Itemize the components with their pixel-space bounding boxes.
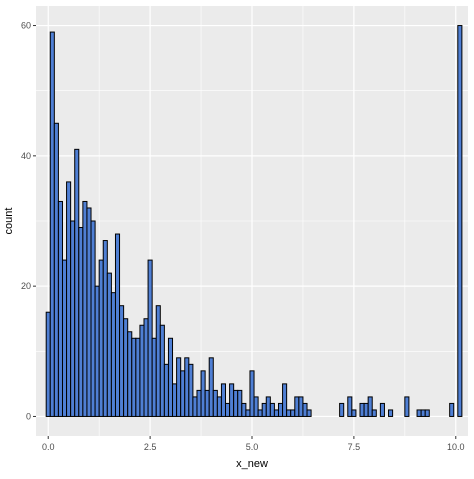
histogram-bar <box>74 148 80 417</box>
histogram-bar <box>151 337 157 417</box>
histogram-bar <box>269 402 275 417</box>
histogram-bar <box>302 402 308 417</box>
histogram-bar <box>420 409 426 417</box>
histogram-bar <box>98 259 104 417</box>
histogram-bars <box>45 25 463 417</box>
histogram-bar <box>294 396 300 417</box>
histogram-bar <box>57 200 63 417</box>
histogram-bar <box>404 396 410 417</box>
histogram-bar <box>208 357 214 417</box>
histogram-bar <box>147 259 153 417</box>
histogram-bar <box>172 383 178 417</box>
histogram-bar <box>216 396 222 417</box>
x-tick-label: 2.5 <box>144 442 157 452</box>
y-tick-label: 60 <box>21 21 31 31</box>
histogram-bar <box>245 409 251 417</box>
histogram-bar <box>86 207 92 417</box>
histogram-bar <box>298 396 304 417</box>
histogram-bar <box>449 402 455 417</box>
histogram-bar <box>286 409 292 417</box>
histogram-bar <box>135 337 141 417</box>
x-tick-label: 5.0 <box>246 442 259 452</box>
histogram-bar <box>131 337 137 417</box>
histogram-bar <box>61 259 68 417</box>
histogram-bar <box>167 337 174 417</box>
histogram-bar <box>273 409 279 417</box>
histogram-bar <box>78 227 84 417</box>
histogram-bar <box>53 122 59 417</box>
histogram-bar <box>367 396 373 417</box>
y-axis-label: count <box>3 208 15 235</box>
histogram-bar <box>257 409 263 417</box>
histogram-bar <box>180 370 186 417</box>
histogram-bar <box>261 402 267 417</box>
histogram-bar <box>371 409 377 417</box>
y-axis-ticks: 0 20 40 60 <box>21 21 36 421</box>
histogram-bar <box>282 383 288 417</box>
histogram-bar <box>110 292 116 417</box>
histogram-bar <box>277 402 284 417</box>
histogram-bar <box>220 383 227 417</box>
x-axis-ticks: 0.0 2.5 5.0 7.5 10.0 <box>42 436 465 452</box>
histogram-bar <box>106 272 112 417</box>
histogram-bar <box>119 305 125 417</box>
x-tick-label: 10.0 <box>447 442 465 452</box>
y-tick-label: 20 <box>21 281 31 291</box>
histogram-bar <box>139 324 145 417</box>
histogram-bar <box>200 370 206 417</box>
x-tick-label: 0.0 <box>42 442 55 452</box>
y-tick-label: 0 <box>26 411 31 421</box>
histogram-bar <box>184 357 190 417</box>
histogram-bar <box>379 402 385 417</box>
histogram-bar <box>233 389 239 417</box>
histogram-bar <box>45 311 51 417</box>
histogram-bar <box>143 318 149 417</box>
histogram-bar <box>265 396 271 417</box>
histogram-bar <box>49 31 55 417</box>
histogram-bar <box>416 409 422 417</box>
histogram-bar <box>163 363 169 417</box>
histogram-bar <box>457 25 463 417</box>
histogram-bar <box>363 402 369 417</box>
histogram-bar <box>204 389 210 417</box>
y-tick-label: 40 <box>21 151 31 161</box>
histogram-bar <box>70 220 76 417</box>
histogram-bar <box>114 233 121 417</box>
histogram-bar <box>94 285 100 417</box>
histogram-bar <box>388 409 394 417</box>
histogram-bar <box>339 402 345 417</box>
histogram-bar <box>253 396 259 417</box>
histogram-bar <box>196 389 202 417</box>
histogram-bar <box>212 389 218 417</box>
histogram-bar <box>102 240 108 417</box>
histogram-bar <box>351 409 357 417</box>
histogram-bar <box>347 396 353 417</box>
x-axis-label: x_new <box>236 458 268 470</box>
x-tick-label: 7.5 <box>348 442 361 452</box>
histogram-bar <box>176 357 182 417</box>
histogram-bar <box>90 220 96 417</box>
histogram-bar <box>192 396 198 417</box>
histogram-bar <box>241 402 247 417</box>
histogram-bar <box>127 331 133 417</box>
histogram-bar <box>123 318 129 417</box>
histogram-bar <box>306 409 312 417</box>
histogram-bar <box>159 324 165 417</box>
histogram-bar <box>188 363 194 417</box>
histogram-bar <box>229 383 235 417</box>
histogram-bar <box>66 181 72 417</box>
histogram-bar <box>225 402 231 417</box>
histogram-bar <box>290 409 296 417</box>
histogram-bar <box>155 305 161 417</box>
histogram-bar <box>249 370 255 417</box>
histogram-bar <box>82 200 88 417</box>
histogram-bar <box>237 389 243 417</box>
histogram-bar <box>424 409 430 417</box>
histogram-bar <box>359 402 365 417</box>
